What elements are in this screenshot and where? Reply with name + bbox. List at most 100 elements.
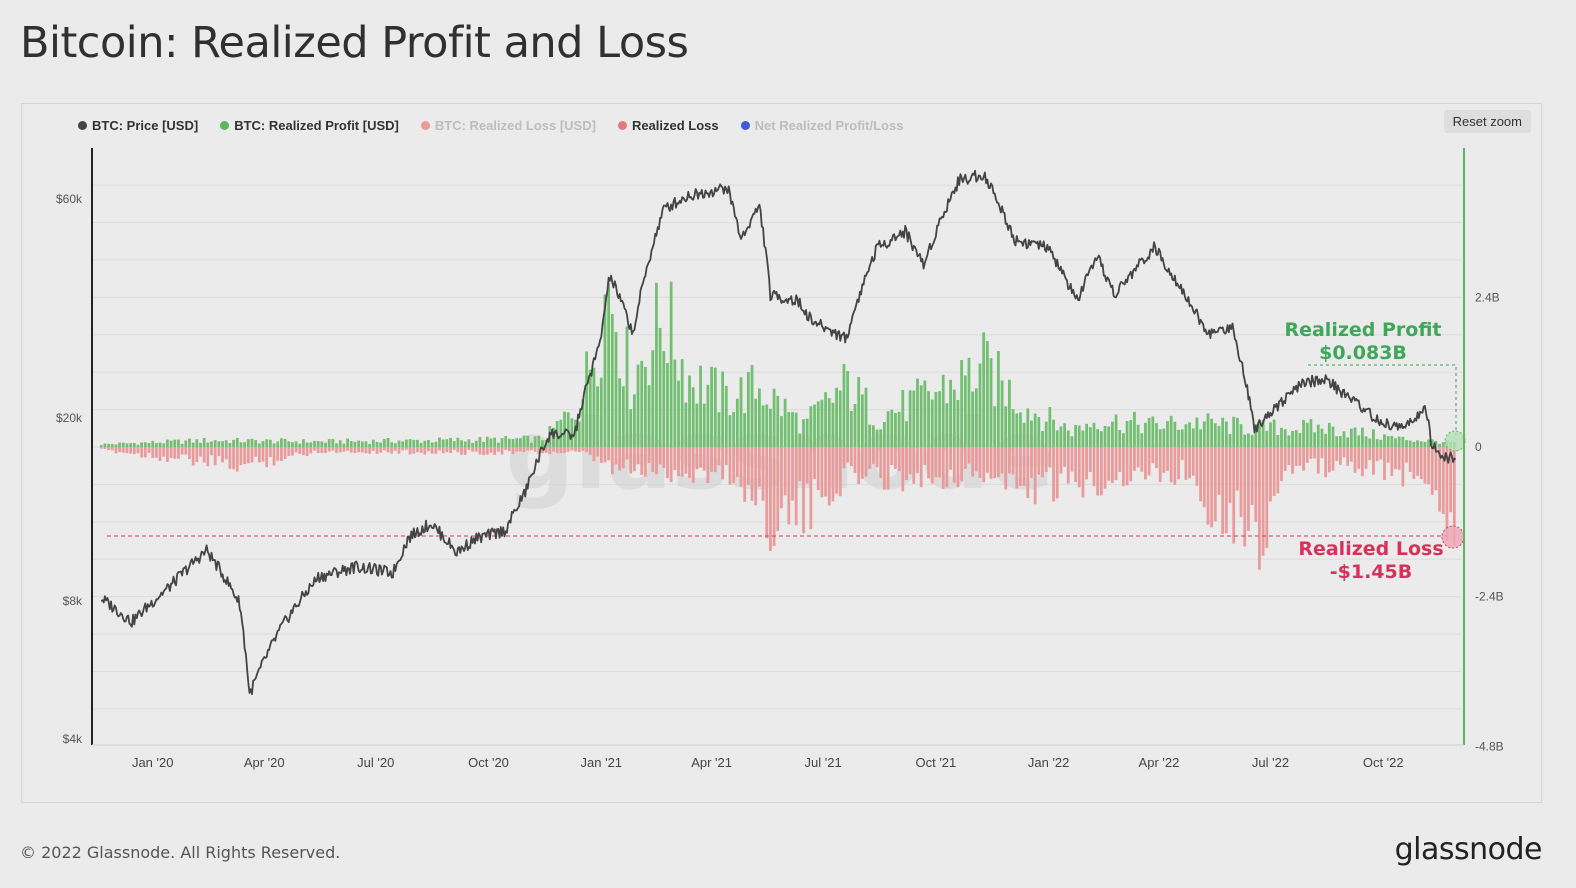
profit-bar [1441, 442, 1445, 447]
profit-bar [482, 441, 486, 447]
loss-bar [1394, 447, 1397, 470]
profit-bar [147, 442, 151, 447]
loss-bar [1243, 447, 1247, 547]
profit-bar [1037, 416, 1041, 447]
profit-bar [1122, 433, 1125, 447]
loss-bar [552, 447, 555, 452]
loss-bar [1011, 447, 1015, 475]
profit-bar [213, 440, 217, 447]
loss-bar [1019, 447, 1022, 486]
profit-bar [1055, 430, 1059, 447]
profit-bar [1033, 413, 1037, 447]
profit-bar [478, 437, 482, 447]
legend-item[interactable]: BTC: Realized Profit [USD] [220, 118, 399, 133]
profit-bar [996, 351, 1000, 447]
profit-bar [1224, 421, 1228, 447]
profit-bar [1261, 419, 1265, 447]
profit-bar [1048, 407, 1052, 447]
loss-bar [835, 447, 838, 494]
profit-bar [1412, 441, 1416, 447]
profit-bar [1184, 424, 1188, 447]
loss-bar [780, 447, 783, 509]
profit-bar [813, 404, 816, 447]
loss-bar [824, 447, 827, 497]
profit-bar [1405, 440, 1408, 447]
profit-bar [897, 411, 901, 447]
loss-bar [949, 447, 952, 470]
profit-bar [1221, 417, 1225, 447]
loss-bar [1015, 447, 1019, 489]
loss-bar [419, 447, 423, 453]
legend-item[interactable]: BTC: Price [USD] [78, 118, 198, 133]
loss-bar [629, 447, 633, 474]
profit-bar [1206, 413, 1210, 447]
profit-bar [346, 438, 349, 447]
loss-bar [110, 447, 114, 451]
profit-bar [1361, 427, 1364, 447]
loss-bar [169, 447, 173, 458]
loss-bar [217, 447, 221, 457]
loss-bar [816, 447, 820, 491]
loss-bar [1305, 447, 1309, 463]
loss-bar [379, 447, 383, 453]
legend-dot-icon [740, 121, 750, 130]
loss-bar [331, 447, 335, 451]
profit-bar [1357, 435, 1361, 447]
loss-bar [1423, 447, 1427, 484]
loss-bar [1250, 447, 1254, 505]
loss-bar [897, 447, 901, 472]
profit-bar [496, 442, 500, 447]
legend-item[interactable]: BTC: Realized Loss [USD] [420, 118, 596, 133]
y-left-tick-label: $4k [63, 732, 83, 746]
profit-bar [772, 388, 776, 447]
profit-bar [471, 443, 474, 447]
profit-reference-line [1308, 364, 1457, 440]
profit-bar [257, 443, 261, 447]
profit-bar [1390, 435, 1394, 447]
loss-bar [496, 447, 500, 452]
profit-bar [993, 406, 997, 447]
profit-bar [879, 429, 883, 447]
profit-bar [838, 390, 842, 447]
loss-bar [364, 447, 368, 454]
profit-bar [522, 435, 526, 447]
legend-label: Realized Loss [631, 118, 719, 133]
loss-bar [585, 447, 588, 453]
profit-bar [217, 441, 221, 447]
reset-zoom-button[interactable]: Reset zoom [1443, 110, 1531, 133]
loss-bar [166, 447, 169, 462]
profit-bar [1151, 416, 1155, 447]
profit-bar [750, 365, 754, 447]
profit-bar [188, 438, 191, 447]
loss-bar [1441, 447, 1445, 515]
profit-bar [794, 412, 798, 447]
profit-bar [732, 411, 736, 447]
profit-bar [831, 402, 835, 447]
profit-bar [360, 441, 364, 447]
loss-bar [772, 447, 776, 546]
loss-bar [1331, 447, 1335, 471]
profit-bar [930, 399, 934, 447]
loss-bar [1283, 447, 1287, 471]
profit-bar [405, 439, 408, 447]
loss-bar [783, 447, 787, 496]
profit-bar [1008, 379, 1011, 447]
loss-bar [974, 447, 978, 472]
loss-bar [871, 447, 875, 464]
loss-bar [1213, 447, 1217, 522]
loss-bar [210, 447, 213, 456]
profit-bar [677, 380, 680, 447]
profit-bar [647, 385, 651, 447]
x-tick-label: Jan '22 [1028, 755, 1070, 770]
loss-bar [735, 447, 739, 478]
loss-bar [405, 447, 408, 450]
profit-bar [449, 437, 452, 447]
loss-bar [1445, 447, 1449, 541]
profit-bar [581, 399, 585, 447]
legend-item[interactable]: Realized Loss [617, 118, 719, 133]
loss-bar [434, 447, 438, 454]
legend-item[interactable]: Net Realized Profit/Loss [740, 118, 903, 133]
loss-bar [1419, 447, 1423, 480]
profit-bar [261, 441, 265, 447]
